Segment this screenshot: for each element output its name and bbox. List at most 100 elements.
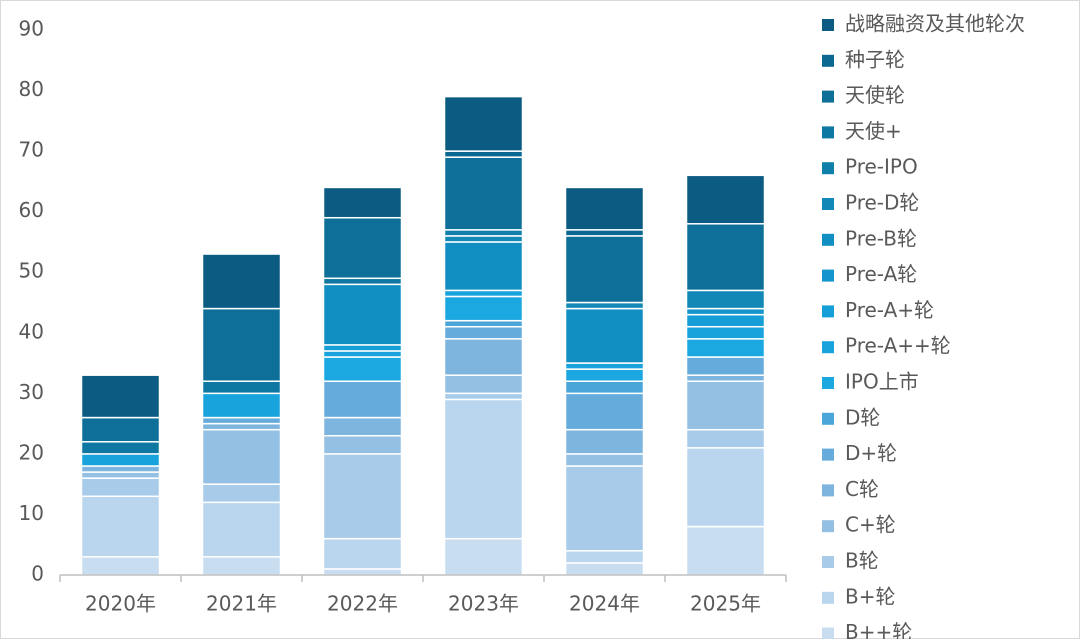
bar-segment bbox=[443, 241, 524, 292]
bar-segment bbox=[80, 465, 161, 473]
bar-segment bbox=[564, 465, 645, 552]
bar-segment bbox=[564, 392, 645, 431]
bar-segment bbox=[443, 325, 524, 340]
bar-segment bbox=[564, 307, 645, 364]
legend-label: Pre-A+轮 bbox=[845, 298, 934, 322]
bar-segment bbox=[443, 150, 524, 158]
bar-segment bbox=[80, 453, 161, 467]
bar-segment bbox=[564, 186, 645, 231]
bar-segment bbox=[322, 453, 403, 540]
legend-label: 天使轮 bbox=[845, 83, 905, 107]
bar-segment bbox=[564, 453, 645, 467]
y-tick-label: 30 bbox=[19, 380, 44, 404]
legend-swatch bbox=[822, 90, 834, 103]
bar-segment bbox=[201, 307, 282, 382]
bar-segment bbox=[443, 398, 524, 540]
legend-swatch bbox=[822, 54, 834, 67]
legend-label: D+轮 bbox=[845, 441, 897, 465]
bar-segment bbox=[443, 338, 524, 376]
legend-swatch bbox=[822, 341, 834, 354]
bar-segment bbox=[564, 380, 645, 395]
bar-segment bbox=[564, 368, 645, 382]
bar-segment bbox=[685, 325, 766, 340]
x-tick-label: 2021年 bbox=[206, 592, 277, 616]
y-tick-label: 70 bbox=[19, 138, 44, 162]
bar-segment bbox=[564, 229, 645, 237]
bar-segment bbox=[443, 95, 524, 152]
legend-label: Pre-D轮 bbox=[845, 191, 919, 215]
bar-segment bbox=[564, 550, 645, 564]
bar-segment bbox=[322, 416, 403, 437]
bar-segment bbox=[201, 422, 282, 431]
bar-segment bbox=[322, 568, 403, 576]
bar-segment bbox=[685, 223, 766, 292]
legend-label: C+轮 bbox=[845, 513, 896, 537]
bar-segment bbox=[443, 319, 524, 328]
legend-swatch bbox=[822, 126, 834, 139]
x-tick-label: 2025年 bbox=[690, 592, 761, 616]
bar-segment bbox=[443, 537, 524, 576]
bar-segment bbox=[322, 344, 403, 352]
bar-segment bbox=[201, 428, 282, 485]
bar-segment bbox=[443, 235, 524, 243]
legend-label: B+轮 bbox=[845, 584, 895, 608]
bar-segment bbox=[201, 483, 282, 504]
bar-segment bbox=[685, 525, 766, 576]
bar-segment bbox=[685, 356, 766, 376]
y-tick-label: 80 bbox=[19, 77, 44, 101]
bar-segment bbox=[322, 356, 403, 382]
legend-label: B++轮 bbox=[845, 620, 912, 639]
bar-segment bbox=[201, 556, 282, 576]
bar-segment bbox=[80, 495, 161, 558]
bar-segment bbox=[443, 289, 524, 298]
bar-segment bbox=[685, 313, 766, 328]
bar-segment bbox=[201, 380, 282, 395]
x-tick-label: 2020年 bbox=[85, 592, 156, 616]
bar-segment bbox=[80, 416, 161, 443]
legend-swatch bbox=[822, 591, 834, 604]
bar-segment bbox=[80, 477, 161, 498]
bar-segment bbox=[685, 374, 766, 382]
bar-segment bbox=[443, 156, 524, 231]
legend-swatch bbox=[822, 19, 834, 31]
y-tick-label: 50 bbox=[19, 259, 44, 283]
x-tick-label: 2024年 bbox=[569, 592, 640, 616]
legend-label: C轮 bbox=[845, 477, 879, 501]
legend-label: D轮 bbox=[845, 405, 880, 429]
bar-segment bbox=[564, 562, 645, 576]
bar-segment bbox=[322, 380, 403, 419]
legend-label: 种子轮 bbox=[845, 47, 905, 71]
legend-label: B轮 bbox=[845, 549, 879, 573]
bar-segment bbox=[564, 301, 645, 310]
legend-label: IPO上市 bbox=[845, 370, 919, 394]
bar-segment bbox=[80, 556, 161, 576]
bar-segment bbox=[322, 277, 403, 286]
bar-segment bbox=[80, 471, 161, 479]
bar-segment bbox=[443, 295, 524, 322]
bar-segment bbox=[322, 216, 403, 280]
bar-segment bbox=[685, 174, 766, 225]
legend-label: Pre-A轮 bbox=[845, 262, 917, 286]
bar-segment bbox=[443, 374, 524, 395]
bar-segment bbox=[685, 380, 766, 431]
legend-label: Pre-B轮 bbox=[845, 226, 917, 250]
y-tick-label: 10 bbox=[19, 501, 44, 525]
y-tick-label: 40 bbox=[19, 319, 44, 343]
bar-segment bbox=[685, 447, 766, 528]
bar-segment bbox=[564, 428, 645, 455]
y-tick-label: 60 bbox=[19, 198, 44, 222]
bar-segment bbox=[322, 283, 403, 346]
y-tick-label: 90 bbox=[19, 17, 44, 41]
bar-segment bbox=[322, 537, 403, 570]
bar-segment bbox=[201, 392, 282, 419]
legend-swatch bbox=[822, 484, 834, 497]
x-tick-label: 2023年 bbox=[448, 592, 519, 616]
legend-swatch bbox=[822, 556, 834, 568]
bar-segment bbox=[201, 253, 282, 310]
bar-segment bbox=[685, 428, 766, 449]
legend-swatch bbox=[822, 198, 834, 210]
legend-swatch bbox=[822, 627, 834, 639]
bar-segment bbox=[201, 416, 282, 425]
legend-swatch bbox=[822, 448, 834, 461]
